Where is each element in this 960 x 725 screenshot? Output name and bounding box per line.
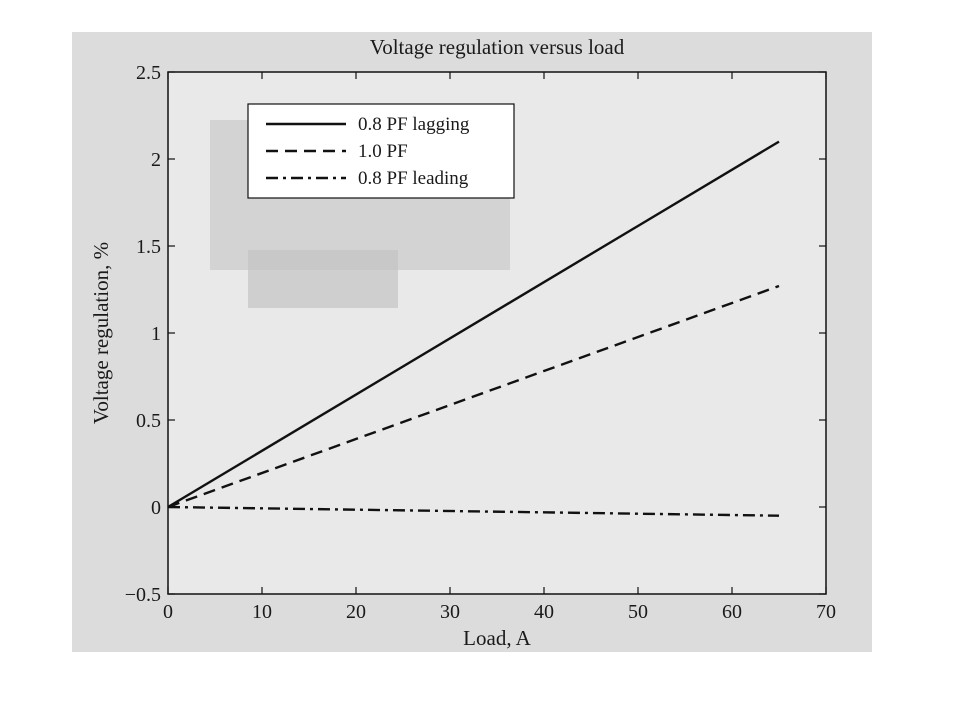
- y-tick-label: 0.5: [136, 410, 161, 432]
- y-tick-label: 2.5: [136, 62, 161, 84]
- y-tick-label: 1.5: [136, 236, 161, 258]
- series-line-2: [167, 284, 780, 509]
- chart-title: Voltage regulation versus load: [370, 35, 625, 59]
- y-tick-label: −0.5: [125, 584, 161, 606]
- x-tick-label: 40: [534, 601, 554, 623]
- x-tick-label: 50: [628, 601, 648, 623]
- legend-label-2: 1.0 PF: [358, 141, 408, 162]
- series-line-1: [167, 140, 780, 509]
- x-axis-title: Load, A: [463, 626, 531, 650]
- x-tick-label: 10: [252, 601, 272, 623]
- y-tick-label: 0: [151, 497, 161, 519]
- x-tick-label: 70: [816, 601, 836, 623]
- plot-frame: [167, 71, 827, 595]
- series-line-3: [167, 505, 780, 517]
- x-tick-label: 20: [346, 601, 366, 623]
- y-tick-label: 2: [151, 149, 161, 171]
- y-tick-label: 1: [151, 323, 161, 345]
- x-tick-label: 60: [722, 601, 742, 623]
- legend-label-1: 0.8 PF lagging: [358, 114, 470, 135]
- plot-marks: [167, 140, 780, 517]
- x-tick-label: 0: [163, 601, 173, 623]
- y-axis-title: Voltage regulation, %: [89, 242, 113, 424]
- legend-label-3: 0.8 PF leading: [358, 168, 469, 189]
- scan-shading: [248, 250, 398, 308]
- axis-ticks: 0 10 20 30 40 50 60 70−0.500.511.522.5: [125, 62, 836, 623]
- legend: 0.8 PF lagging 1.0 PF 0.8 PF leading: [247, 103, 515, 199]
- x-tick-label: 30: [440, 601, 460, 623]
